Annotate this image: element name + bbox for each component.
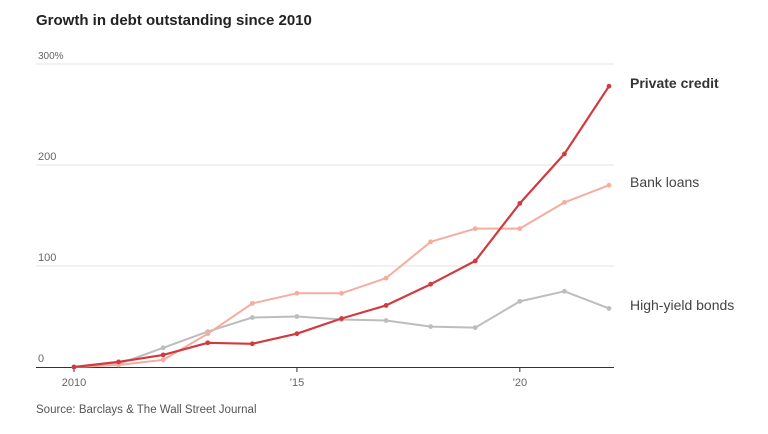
data-point	[205, 331, 211, 337]
data-point	[472, 258, 478, 264]
x-axis: 2010 ’15 ’20	[36, 367, 614, 389]
series-line-private-credit	[73, 85, 610, 369]
data-point	[383, 275, 389, 281]
data-point	[428, 239, 434, 245]
data-point	[339, 290, 344, 296]
data-point	[294, 331, 300, 337]
data-point	[428, 281, 434, 287]
data-point	[205, 340, 211, 346]
data-point	[160, 352, 166, 358]
data-point	[249, 341, 255, 347]
y-tick-label: 200	[38, 151, 56, 163]
series-line-bank-loans	[73, 184, 610, 368]
data-point	[71, 364, 77, 370]
y-axis-ticks: 300% 200 100 0	[38, 51, 64, 365]
data-point	[606, 306, 612, 311]
chart-title: Growth in debt outstanding since 2010	[36, 12, 312, 29]
data-point	[562, 288, 567, 294]
data-point	[249, 300, 255, 306]
series-lines	[71, 83, 612, 370]
data-point	[472, 325, 478, 331]
y-tick-label: 300%	[38, 51, 64, 62]
data-point	[339, 316, 344, 321]
data-point	[517, 226, 523, 232]
legend-item: High-yield bonds	[630, 297, 734, 313]
x-tick-label: 2010	[62, 377, 86, 389]
series-private-credit	[71, 83, 612, 370]
data-point	[517, 298, 523, 304]
data-point	[160, 345, 166, 351]
legend-item: Bank loans	[630, 174, 699, 190]
data-point	[517, 200, 523, 206]
source-note: Source: Barclays & The Wall Street Journ…	[36, 404, 257, 416]
data-point	[472, 226, 478, 232]
data-point	[428, 324, 434, 329]
data-point	[116, 359, 121, 365]
data-point	[249, 315, 255, 320]
gridlines	[36, 63, 614, 267]
data-point	[562, 199, 567, 205]
legend-item: Private credit	[630, 75, 719, 91]
data-point	[562, 151, 567, 157]
x-tick-label: ’20	[512, 377, 527, 389]
series-bank-loans	[71, 182, 612, 370]
data-point	[383, 302, 389, 308]
data-point	[606, 83, 612, 89]
line-chart: 300% 200 100 0 2010 ’15 ’20 Private credit Ban…	[36, 51, 734, 389]
data-point	[160, 357, 166, 363]
y-tick-label: 0	[38, 353, 44, 365]
legend: Private credit Bank loans High-yield bonds	[630, 75, 734, 313]
data-point	[606, 182, 612, 188]
data-point	[383, 318, 389, 323]
data-point	[294, 290, 300, 296]
y-tick-label: 100	[38, 252, 56, 264]
x-tick-label: ’15	[290, 377, 305, 389]
data-point	[294, 314, 300, 319]
